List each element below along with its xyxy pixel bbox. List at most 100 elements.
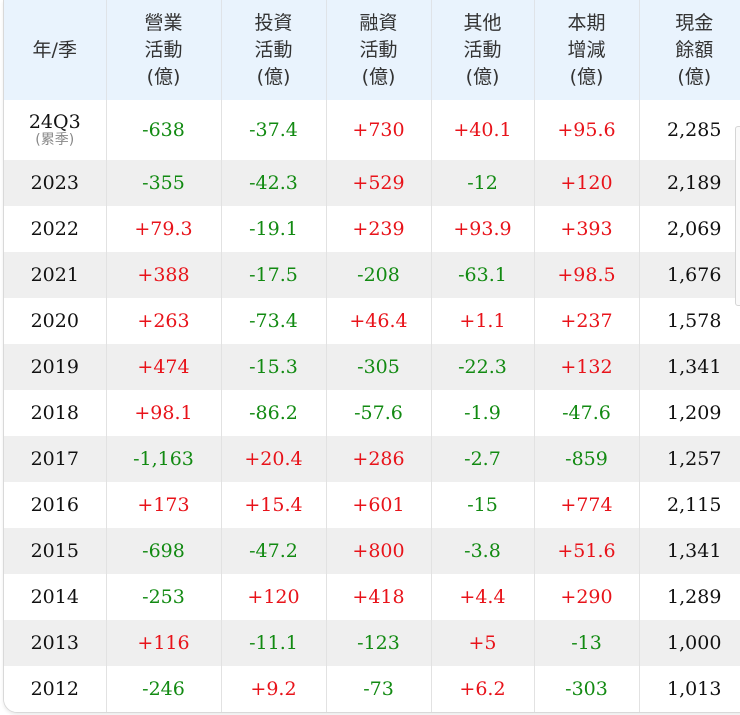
column-header-cash-balance: 現金 餘額 (億): [638, 0, 740, 100]
financing-value: +239: [325, 206, 431, 252]
table-row: 2013 +116 -11.1 -123 +5 -13 1,000: [4, 620, 740, 666]
cash-balance-value: 1,289: [638, 574, 740, 620]
net-change-value: -303: [533, 666, 639, 712]
column-header-line: (億): [465, 65, 500, 88]
investing-value: -73.4: [220, 298, 326, 344]
cash-flow-table: 年/季 營業 活動 (億) 投資 活動 (億) 融資 活動 (億) 其他 活動 (億) 本期 增減 (億) 現金…: [4, 0, 740, 712]
cash-balance-value: 2,069: [638, 206, 740, 252]
net-change-value: +290: [533, 574, 639, 620]
table-row: 2012 -246 +9.2 -73 +6.2 -303 1,013: [4, 666, 740, 712]
period-label: 2019: [30, 356, 79, 378]
column-header-operating: 營業 活動 (億): [105, 0, 221, 100]
period-cell: 2018: [4, 390, 106, 436]
period-cell: 2012: [4, 666, 106, 712]
period-label: 2021: [30, 264, 79, 286]
column-header-line: (億): [256, 65, 291, 88]
column-header-investing: 投資活動 (億): [220, 0, 326, 100]
cash-balance-value: 1,676: [638, 252, 740, 298]
operating-value: -355: [105, 160, 221, 206]
column-header-line: 活動: [254, 38, 293, 61]
column-header-line: 投資: [254, 11, 293, 34]
investing-value: -11.1: [220, 620, 326, 666]
other-value: +5: [430, 620, 534, 666]
period-cell: 2021: [4, 252, 106, 298]
cash-balance-value: 1,341: [638, 344, 740, 390]
cash-balance-value: 1,209: [638, 390, 740, 436]
cash-balance-value: 1,013: [638, 666, 740, 712]
operating-value: +173: [105, 482, 221, 528]
financing-value: -305: [325, 344, 431, 390]
net-change-value: -13: [533, 620, 639, 666]
cash-balance-value: 1,000: [638, 620, 740, 666]
other-value: -2.7: [430, 436, 534, 482]
cash-balance-value: 1,341: [638, 528, 740, 574]
net-change-value: -859: [533, 436, 639, 482]
table-row: 24Q3 (累季) -638 -37.4 +730 +40.1 +95.6 2,285: [4, 100, 740, 160]
investing-value: -19.1: [220, 206, 326, 252]
table-body: 24Q3 (累季) -638 -37.4 +730 +40.1 +95.6 2,285 2023…: [4, 100, 740, 712]
scrollbar-thumb[interactable]: [735, 126, 740, 306]
operating-value: -638: [105, 100, 221, 160]
other-value: +40.1: [430, 100, 534, 160]
other-value: +6.2: [430, 666, 534, 712]
investing-value: +120: [220, 574, 326, 620]
operating-value: -253: [105, 574, 221, 620]
table-row: 2023 -355 -42.3 +529 -12 +120 2,189: [4, 160, 740, 206]
table-row: 2020 +263 -73.4 +46.4 +1.1 +237 1,578: [4, 298, 740, 344]
period-label: 2016: [30, 494, 79, 516]
investing-value: -42.3: [220, 160, 326, 206]
other-value: -1.9: [430, 390, 534, 436]
net-change-value: +120: [533, 160, 639, 206]
net-change-value: +237: [533, 298, 639, 344]
financing-value: -57.6: [325, 390, 431, 436]
financing-value: +730: [325, 100, 431, 160]
column-header-line: 本期: [567, 11, 606, 34]
column-header-line: (億): [146, 65, 181, 88]
net-change-value: +98.5: [533, 252, 639, 298]
table-header: 年/季 營業 活動 (億) 投資 活動 (億) 融資 活動 (億) 其他 活動 (億) 本期 增減 (億) 現金…: [4, 0, 740, 100]
other-value: +1.1: [430, 298, 534, 344]
other-value: +4.4: [430, 574, 534, 620]
other-value: +93.9: [430, 206, 534, 252]
financing-value: +46.4: [325, 298, 431, 344]
operating-value: +388: [105, 252, 221, 298]
column-header-other: 其他 活動 (億): [430, 0, 534, 100]
financing-value: +601: [325, 482, 431, 528]
investing-value: -37.4: [220, 100, 326, 160]
column-header-line: (億): [361, 65, 396, 88]
other-value: -12: [430, 160, 534, 206]
table-row: 2016 +173 +15.4 +601 -15 +774 2,115: [4, 482, 740, 528]
net-change-value: +393: [533, 206, 639, 252]
column-header-line: 現金: [675, 11, 714, 34]
other-value: -15: [430, 482, 534, 528]
table-row: 2021 +388 -17.5 -208 -63.1 +98.5 1,676: [4, 252, 740, 298]
operating-value: +98.1: [105, 390, 221, 436]
column-header-line: 餘額: [675, 38, 714, 61]
period-label: 2017: [30, 448, 79, 470]
period-cell: 2019: [4, 344, 106, 390]
operating-value: +474: [105, 344, 221, 390]
financing-value: -73: [325, 666, 431, 712]
net-change-value: +774: [533, 482, 639, 528]
table-row: 2014 -253 +120 +418 +4.4 +290 1,289: [4, 574, 740, 620]
period-cell: 2020: [4, 298, 106, 344]
period-cell: 2013: [4, 620, 106, 666]
cash-balance-value: 2,189: [638, 160, 740, 206]
financing-value: -208: [325, 252, 431, 298]
operating-value: +116: [105, 620, 221, 666]
financing-value: +286: [325, 436, 431, 482]
cash-balance-value: 2,285: [638, 100, 740, 160]
investing-value: -86.2: [220, 390, 326, 436]
operating-value: +79.3: [105, 206, 221, 252]
investing-value: -15.3: [220, 344, 326, 390]
period-label: 2020: [30, 310, 79, 332]
operating-value: +263: [105, 298, 221, 344]
cash-balance-value: 1,257: [638, 436, 740, 482]
period-cell: 2015: [4, 528, 106, 574]
investing-value: -47.2: [220, 528, 326, 574]
investing-value: -17.5: [220, 252, 326, 298]
operating-value: -1,163: [105, 436, 221, 482]
net-change-value: +95.6: [533, 100, 639, 160]
period-cell: 2014: [4, 574, 106, 620]
financing-value: +529: [325, 160, 431, 206]
